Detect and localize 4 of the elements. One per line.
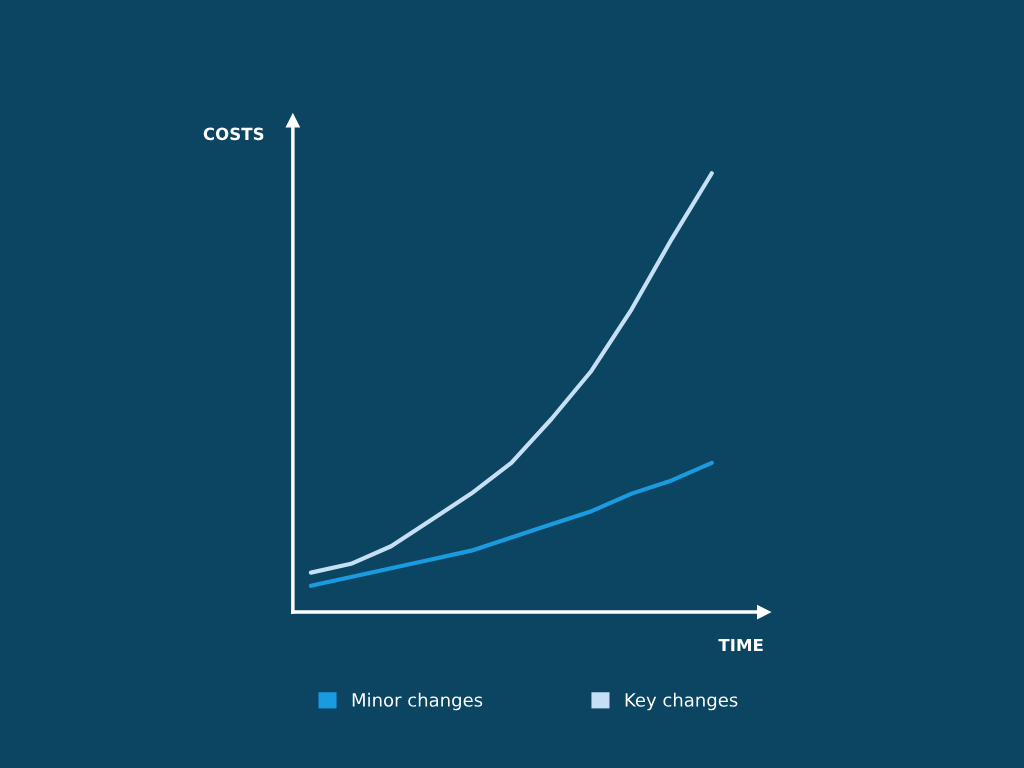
legend-label: Key changes: [625, 692, 738, 711]
x-axis-title: TIME: [718, 638, 763, 652]
y-axis-title: COSTS: [203, 127, 264, 141]
legend-label: Minor changes: [352, 692, 483, 711]
